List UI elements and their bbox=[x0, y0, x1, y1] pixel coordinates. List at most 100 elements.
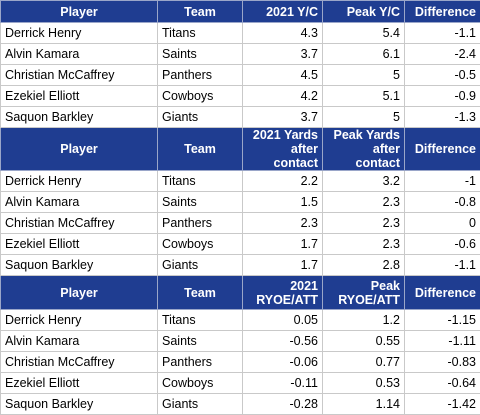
difference-cell[interactable]: -0.8 bbox=[405, 192, 480, 213]
header-difference[interactable]: Difference bbox=[405, 276, 480, 310]
header-difference[interactable]: Difference bbox=[405, 1, 480, 23]
value-peak-cell[interactable]: 2.8 bbox=[323, 255, 405, 276]
value-2021-cell[interactable]: 2.3 bbox=[243, 213, 323, 234]
value-peak-cell[interactable]: 2.3 bbox=[323, 234, 405, 255]
table-row: Christian McCaffrey Panthers -0.06 0.77 … bbox=[1, 352, 480, 373]
value-peak-cell[interactable]: 0.53 bbox=[323, 373, 405, 394]
header-peak-ryoe[interactable]: Peak RYOE/ATT bbox=[323, 276, 405, 310]
value-2021-cell[interactable]: 2.2 bbox=[243, 171, 323, 192]
difference-cell[interactable]: -1.15 bbox=[405, 310, 480, 331]
header-difference[interactable]: Difference bbox=[405, 128, 480, 171]
player-cell[interactable]: Derrick Henry bbox=[1, 310, 158, 331]
team-cell[interactable]: Titans bbox=[158, 310, 243, 331]
value-2021-cell[interactable]: 1.7 bbox=[243, 234, 323, 255]
value-peak-cell[interactable]: 5 bbox=[323, 65, 405, 86]
value-peak-cell[interactable]: 2.3 bbox=[323, 192, 405, 213]
value-peak-cell[interactable]: 1.14 bbox=[323, 394, 405, 415]
value-2021-cell[interactable]: 4.2 bbox=[243, 86, 323, 107]
header-team[interactable]: Team bbox=[158, 128, 243, 171]
player-cell[interactable]: Christian McCaffrey bbox=[1, 352, 158, 373]
value-peak-cell[interactable]: 0.55 bbox=[323, 331, 405, 352]
value-2021-cell[interactable]: 3.7 bbox=[243, 44, 323, 65]
difference-cell[interactable]: -0.83 bbox=[405, 352, 480, 373]
difference-cell[interactable]: -1 bbox=[405, 171, 480, 192]
player-cell[interactable]: Derrick Henry bbox=[1, 23, 158, 44]
difference-cell[interactable]: -0.6 bbox=[405, 234, 480, 255]
value-2021-cell[interactable]: 4.3 bbox=[243, 23, 323, 44]
value-2021-cell[interactable]: -0.11 bbox=[243, 373, 323, 394]
team-cell[interactable]: Saints bbox=[158, 44, 243, 65]
difference-cell[interactable]: -1.1 bbox=[405, 255, 480, 276]
difference-cell[interactable]: -1.1 bbox=[405, 23, 480, 44]
difference-cell[interactable]: -0.64 bbox=[405, 373, 480, 394]
difference-cell[interactable]: -0.5 bbox=[405, 65, 480, 86]
value-2021-cell[interactable]: -0.06 bbox=[243, 352, 323, 373]
table-row: Saquon Barkley Giants -0.28 1.14 -1.42 bbox=[1, 394, 480, 415]
value-peak-cell[interactable]: 2.3 bbox=[323, 213, 405, 234]
value-peak-cell[interactable]: 1.2 bbox=[323, 310, 405, 331]
value-2021-cell[interactable]: 1.5 bbox=[243, 192, 323, 213]
header-row-yards-per-carry: Player Team 2021 Y/C Peak Y/C Difference bbox=[1, 1, 480, 23]
table-row: Ezekiel Elliott Cowboys 4.2 5.1 -0.9 bbox=[1, 86, 480, 107]
difference-cell[interactable]: -1.42 bbox=[405, 394, 480, 415]
team-cell[interactable]: Giants bbox=[158, 255, 243, 276]
value-peak-cell[interactable]: 5 bbox=[323, 107, 405, 128]
team-cell[interactable]: Cowboys bbox=[158, 234, 243, 255]
team-cell[interactable]: Panthers bbox=[158, 65, 243, 86]
player-cell[interactable]: Saquon Barkley bbox=[1, 255, 158, 276]
player-cell[interactable]: Alvin Kamara bbox=[1, 331, 158, 352]
difference-cell[interactable]: -0.9 bbox=[405, 86, 480, 107]
header-player[interactable]: Player bbox=[1, 276, 158, 310]
value-peak-cell[interactable]: 0.77 bbox=[323, 352, 405, 373]
header-player[interactable]: Player bbox=[1, 128, 158, 171]
value-peak-cell[interactable]: 5.4 bbox=[323, 23, 405, 44]
header-player[interactable]: Player bbox=[1, 1, 158, 23]
header-peak-yc[interactable]: Peak Y/C bbox=[323, 1, 405, 23]
header-peak-yards-after-contact[interactable]: Peak Yards after contact bbox=[323, 128, 405, 171]
player-cell[interactable]: Christian McCaffrey bbox=[1, 213, 158, 234]
header-2021-yc[interactable]: 2021 Y/C bbox=[243, 1, 323, 23]
team-cell[interactable]: Saints bbox=[158, 331, 243, 352]
team-cell[interactable]: Giants bbox=[158, 107, 243, 128]
player-cell[interactable]: Saquon Barkley bbox=[1, 394, 158, 415]
player-cell[interactable]: Ezekiel Elliott bbox=[1, 86, 158, 107]
player-cell[interactable]: Derrick Henry bbox=[1, 171, 158, 192]
team-cell[interactable]: Panthers bbox=[158, 213, 243, 234]
player-cell[interactable]: Alvin Kamara bbox=[1, 192, 158, 213]
difference-cell[interactable]: -1.3 bbox=[405, 107, 480, 128]
header-2021-yards-after-contact[interactable]: 2021 Yards after contact bbox=[243, 128, 323, 171]
player-cell[interactable]: Christian McCaffrey bbox=[1, 65, 158, 86]
player-cell[interactable]: Ezekiel Elliott bbox=[1, 373, 158, 394]
team-cell[interactable]: Titans bbox=[158, 171, 243, 192]
team-cell[interactable]: Cowboys bbox=[158, 86, 243, 107]
header-2021-ryoe[interactable]: 2021 RYOE/ATT bbox=[243, 276, 323, 310]
team-cell[interactable]: Panthers bbox=[158, 352, 243, 373]
header-team[interactable]: Team bbox=[158, 276, 243, 310]
value-2021-cell[interactable]: -0.28 bbox=[243, 394, 323, 415]
player-cell[interactable]: Saquon Barkley bbox=[1, 107, 158, 128]
difference-cell[interactable]: 0 bbox=[405, 213, 480, 234]
value-peak-cell[interactable]: 6.1 bbox=[323, 44, 405, 65]
value-peak-cell[interactable]: 5.1 bbox=[323, 86, 405, 107]
table-row: Christian McCaffrey Panthers 4.5 5 -0.5 bbox=[1, 65, 480, 86]
value-2021-cell[interactable]: 3.7 bbox=[243, 107, 323, 128]
table-row: Alvin Kamara Saints 1.5 2.3 -0.8 bbox=[1, 192, 480, 213]
difference-cell[interactable]: -1.11 bbox=[405, 331, 480, 352]
player-cell[interactable]: Alvin Kamara bbox=[1, 44, 158, 65]
table-row: Alvin Kamara Saints -0.56 0.55 -1.11 bbox=[1, 331, 480, 352]
team-cell[interactable]: Cowboys bbox=[158, 373, 243, 394]
difference-cell[interactable]: -2.4 bbox=[405, 44, 480, 65]
player-cell[interactable]: Ezekiel Elliott bbox=[1, 234, 158, 255]
value-peak-cell[interactable]: 3.2 bbox=[323, 171, 405, 192]
value-2021-cell[interactable]: 4.5 bbox=[243, 65, 323, 86]
value-2021-cell[interactable]: 0.05 bbox=[243, 310, 323, 331]
team-cell[interactable]: Saints bbox=[158, 192, 243, 213]
value-2021-cell[interactable]: -0.56 bbox=[243, 331, 323, 352]
header-team[interactable]: Team bbox=[158, 1, 243, 23]
table-row: Saquon Barkley Giants 1.7 2.8 -1.1 bbox=[1, 255, 480, 276]
value-2021-cell[interactable]: 1.7 bbox=[243, 255, 323, 276]
team-cell[interactable]: Giants bbox=[158, 394, 243, 415]
table-row: Christian McCaffrey Panthers 2.3 2.3 0 bbox=[1, 213, 480, 234]
team-cell[interactable]: Titans bbox=[158, 23, 243, 44]
